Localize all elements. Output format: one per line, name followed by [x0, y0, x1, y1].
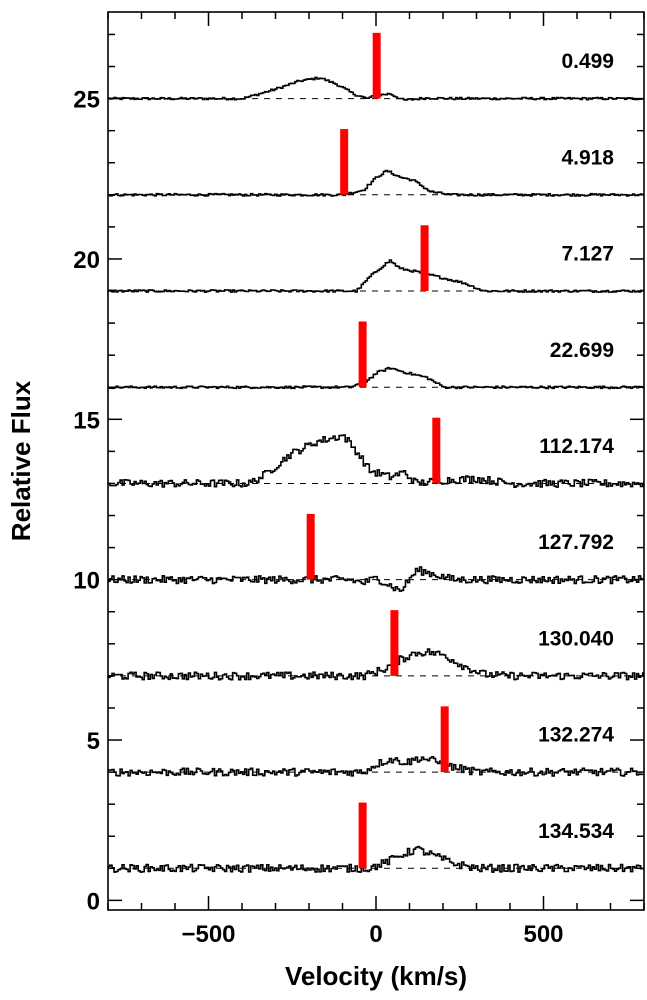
spectrum-label: 130.040: [538, 627, 614, 650]
spectrum-line: [108, 756, 644, 777]
y-tick-label: 15: [73, 407, 100, 434]
x-tick-label: 0: [369, 921, 382, 948]
spectrum-line: [108, 566, 644, 592]
velocity-marker: [372, 32, 381, 99]
spectrum-line: [108, 259, 644, 293]
spectrum-label: 0.499: [561, 50, 614, 73]
x-tick-label: −500: [181, 921, 235, 948]
y-tick-label: 5: [87, 728, 100, 755]
y-axis-title: Relative Flux: [6, 380, 36, 541]
velocity-marker: [390, 610, 399, 676]
spectrum-line: [108, 169, 643, 197]
spectrum-label: 127.792: [538, 531, 614, 554]
spectra-lines: [108, 76, 644, 873]
spectrum-line: [108, 648, 644, 681]
velocity-marker: [432, 417, 441, 484]
spectrum-labels: 0.499 4.918 7.127 22.699 112.174 127.792 130.0…: [538, 50, 614, 843]
spectrum-label: 22.699: [550, 339, 614, 362]
spectrum-label: 4.918: [561, 146, 614, 169]
velocity-markers: [306, 32, 449, 869]
y-tick-label: 20: [73, 247, 100, 274]
y-tick-label: 25: [73, 87, 100, 114]
spectrum-line: [108, 434, 644, 488]
axis-ticks: −500 0 500 0 5 10 15 20 25: [73, 12, 645, 948]
velocity-marker: [420, 225, 429, 292]
spectrum-label: 112.174: [539, 435, 614, 458]
velocity-marker: [306, 513, 315, 580]
spectrum-label: 7.127: [561, 243, 614, 266]
y-tick-label: 10: [73, 568, 100, 595]
spectrum-line: [108, 845, 644, 873]
y-tick-label: 0: [87, 888, 100, 915]
x-axis-title: Velocity (km/s): [285, 961, 467, 991]
velocity-marker: [440, 706, 449, 773]
spectrum-line: [108, 366, 644, 390]
x-tick-label: 500: [523, 921, 563, 948]
spectrum-label: 132.274: [538, 724, 614, 747]
velocity-marker: [358, 321, 367, 388]
velocity-marker: [358, 802, 367, 869]
spectrum-label: 134.534: [538, 820, 614, 843]
velocity-marker: [340, 129, 349, 195]
